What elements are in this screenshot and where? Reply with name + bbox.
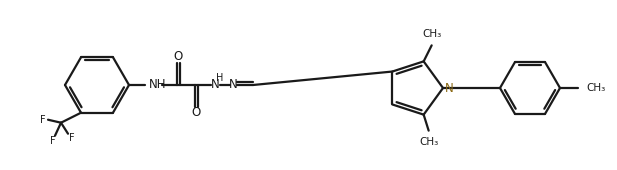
Text: F: F xyxy=(69,133,75,143)
Text: CH₃: CH₃ xyxy=(419,137,438,147)
Text: H: H xyxy=(217,73,224,83)
Text: N: N xyxy=(210,79,220,91)
Text: NH: NH xyxy=(149,78,167,90)
Text: N: N xyxy=(445,81,453,95)
Text: F: F xyxy=(50,136,56,146)
Text: O: O xyxy=(191,106,201,120)
Text: O: O xyxy=(173,50,183,64)
Text: F: F xyxy=(40,115,46,125)
Text: CH₃: CH₃ xyxy=(586,83,605,93)
Text: N: N xyxy=(229,79,238,91)
Text: CH₃: CH₃ xyxy=(422,29,441,39)
